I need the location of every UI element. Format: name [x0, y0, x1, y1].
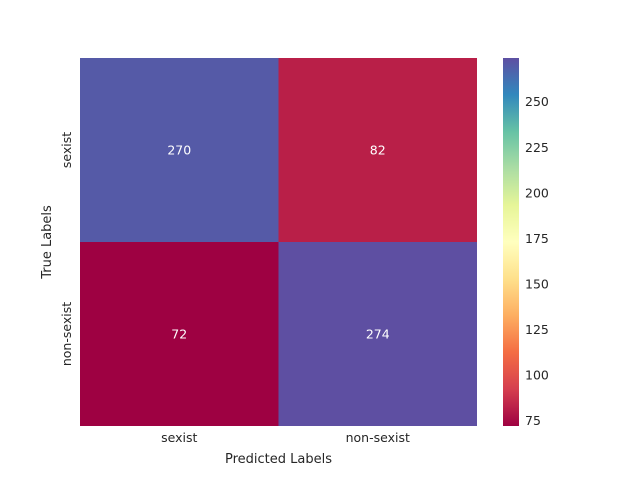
- heatmap-cell: [278, 242, 477, 426]
- colorbar-tick-label: 125: [525, 322, 549, 337]
- x-tick-label: non-sexist: [346, 430, 410, 445]
- x-axis-label: Predicted Labels: [225, 452, 332, 467]
- y-tick-label: non-sexist: [59, 302, 74, 366]
- heatmap-cell: [80, 242, 279, 426]
- y-axis-ticks: sexist non-sexist: [59, 132, 74, 366]
- cell-value-label: 72: [171, 327, 187, 342]
- y-tick-label: sexist: [59, 132, 74, 168]
- colorbar-tick-label: 200: [525, 185, 549, 200]
- heatmap-cell: [80, 58, 279, 242]
- cell-value-label: 82: [370, 143, 386, 158]
- x-axis-ticks: sexist non-sexist: [161, 430, 410, 445]
- colorbar-tick-label: 75: [525, 413, 541, 428]
- y-axis-label: True Labels: [40, 205, 55, 280]
- cell-value-label: 270: [167, 143, 191, 158]
- colorbar-gradient: [503, 58, 519, 426]
- heatmap-cell: [278, 58, 477, 242]
- colorbar-ticks: 75 100 125 150 175 200 225 250: [525, 94, 549, 428]
- colorbar-tick-label: 175: [525, 231, 549, 246]
- colorbar-tick-label: 150: [525, 276, 549, 291]
- colorbar: 75 100 125 150 175 200 225 250: [503, 58, 549, 428]
- colorbar-tick-label: 250: [525, 94, 549, 109]
- colorbar-tick-label: 100: [525, 367, 549, 382]
- x-tick-label: sexist: [161, 430, 197, 445]
- cell-value-label: 274: [366, 327, 390, 342]
- colorbar-tick-label: 225: [525, 140, 549, 155]
- heatmap-cells: 270 82 72 274: [80, 58, 477, 426]
